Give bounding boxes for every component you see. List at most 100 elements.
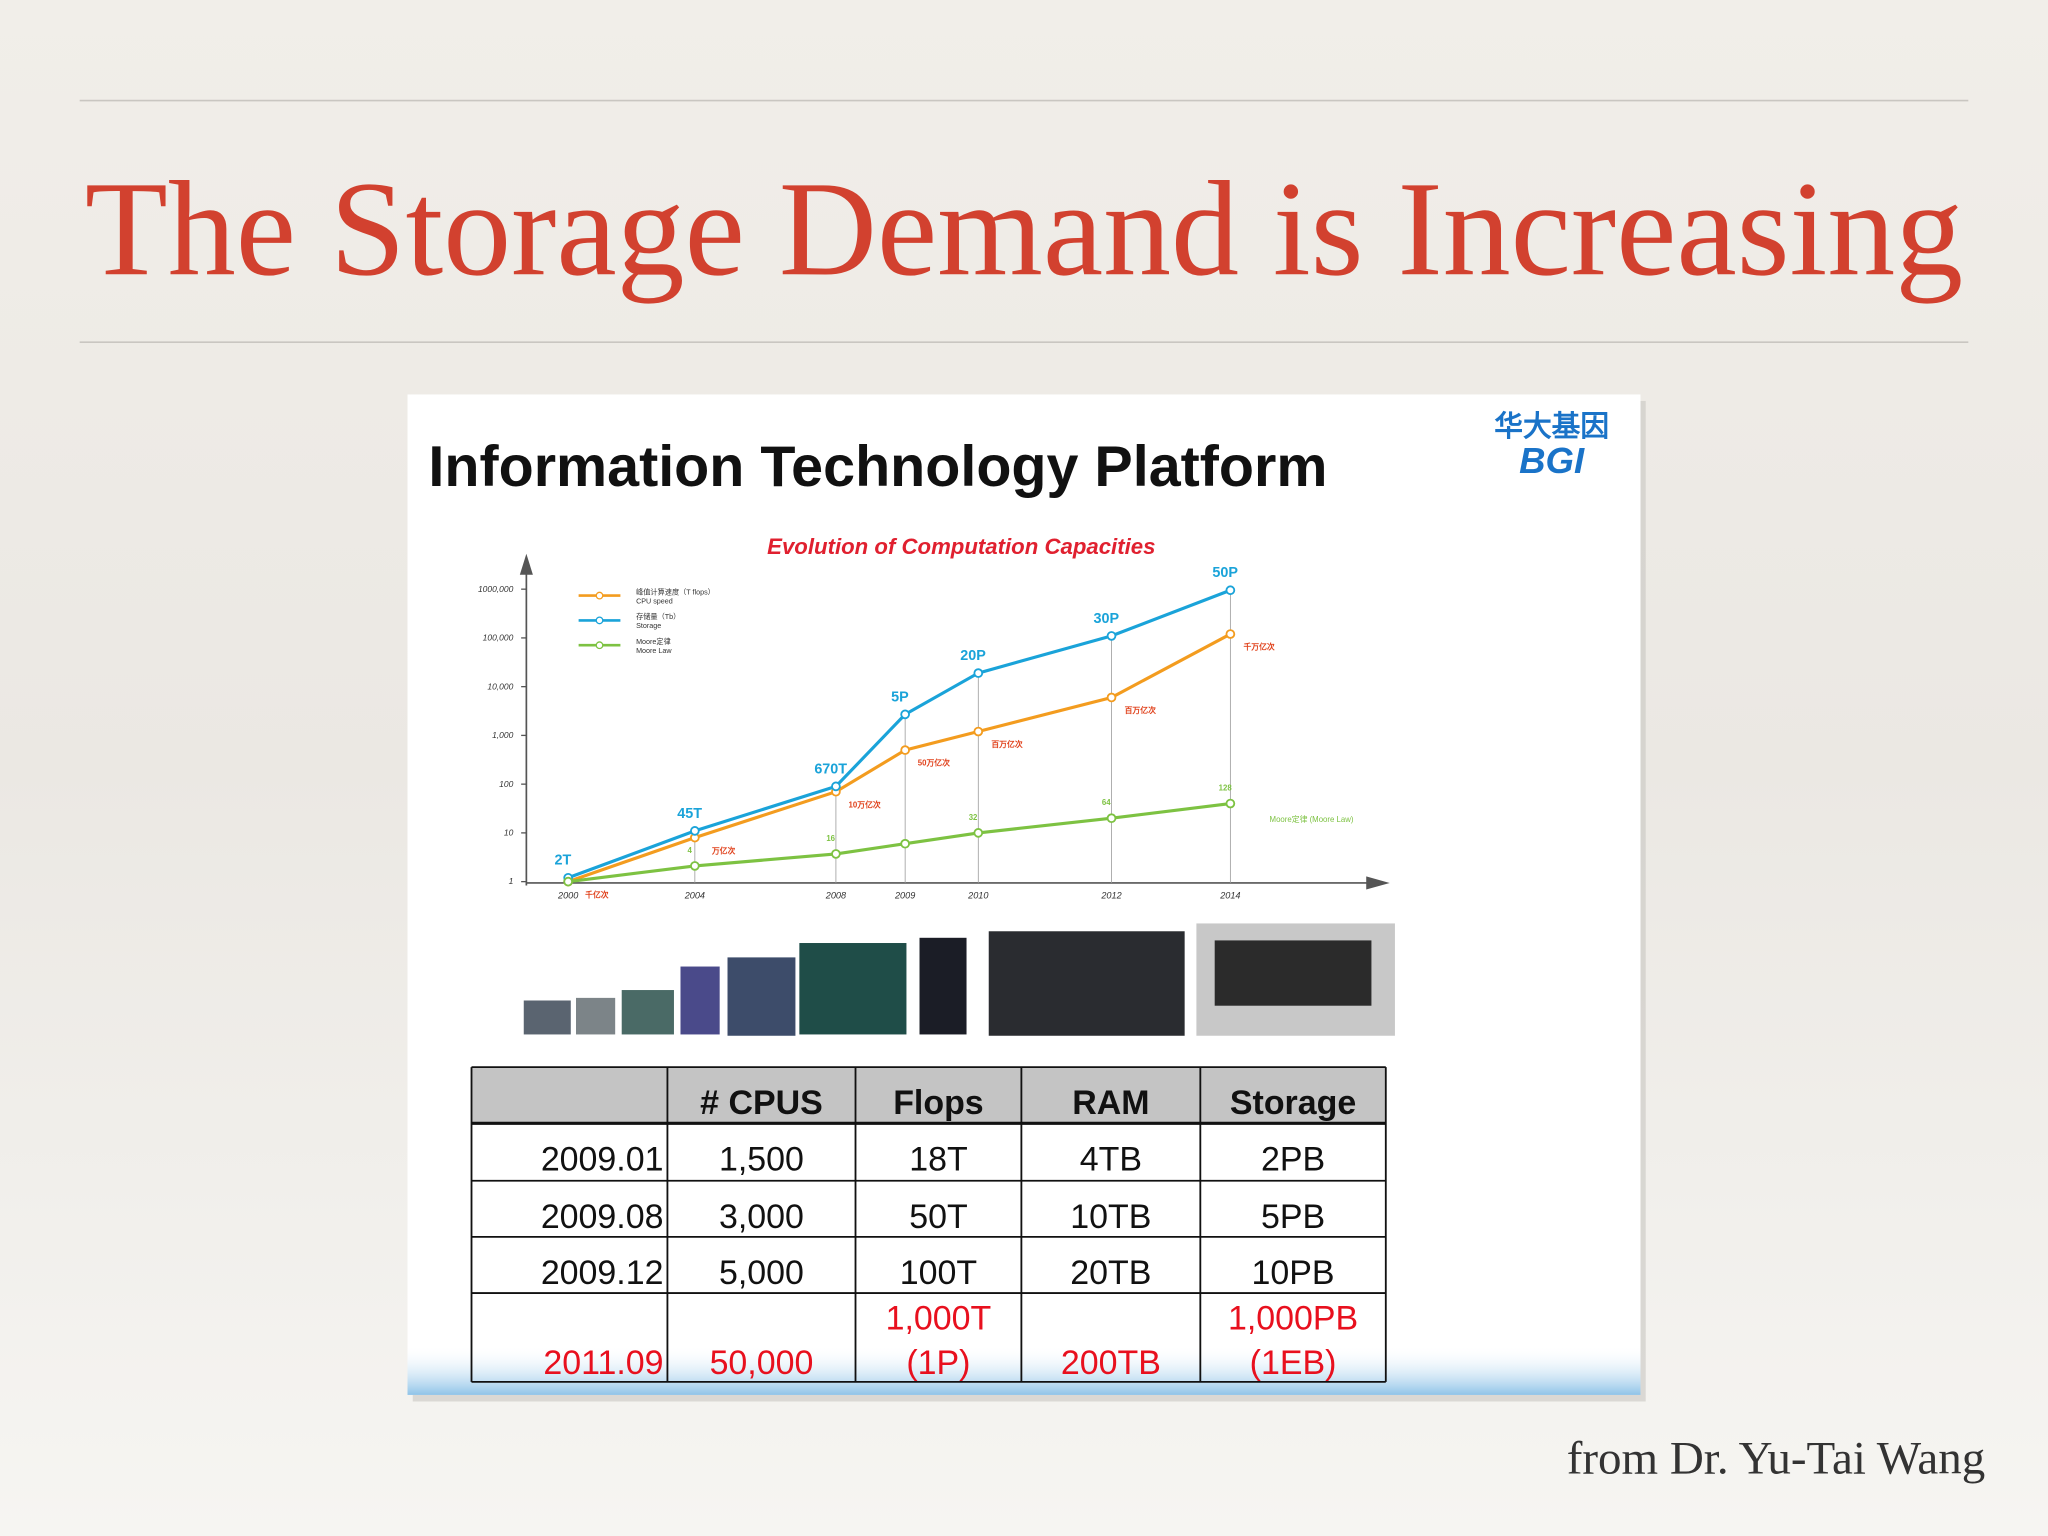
axis-arrow (519, 553, 533, 575)
logo-en: BGI (1519, 440, 1585, 481)
point-label: 16 (826, 834, 835, 843)
point-label: 20P (960, 648, 986, 664)
point-label: 4 (687, 846, 692, 855)
table-cell: 1,000PB (1228, 1300, 1358, 1338)
y-tick-label: 100 (499, 779, 513, 789)
table-cell: 50,000 (710, 1344, 814, 1382)
axis-arrow (1366, 876, 1390, 890)
end-label: Moore定律 (Moore Law) (1270, 814, 1354, 824)
x-tick-label: 2000 (557, 891, 578, 901)
table-cell: 100T (900, 1254, 977, 1292)
legend-label-cn: 峰值计算速度（T flops） (636, 587, 715, 596)
legend-label-cn: Moore定律 (636, 637, 671, 646)
point-label: 30P (1094, 611, 1120, 627)
table-cell: 2PB (1261, 1140, 1325, 1178)
point-label: 千亿次 (585, 889, 609, 899)
table-cell: 1,500 (719, 1140, 804, 1178)
x-tick-label: 2008 (825, 891, 847, 901)
table-header: Storage (1230, 1084, 1356, 1122)
point (690, 861, 700, 871)
point-label: 670T (814, 761, 847, 777)
point (831, 781, 841, 792)
point-label: 128 (1219, 783, 1233, 792)
point (900, 838, 910, 849)
point (1225, 629, 1236, 639)
legend-marker (595, 616, 604, 625)
table-cell: 2009.08 (541, 1198, 664, 1236)
point (1106, 631, 1117, 641)
legend-marker (595, 641, 604, 650)
table-cell: 10TB (1070, 1198, 1151, 1236)
credit: from Dr. Yu-Tai Wang (1567, 1432, 1986, 1484)
point-label: 万亿次 (711, 845, 736, 855)
figure-footer (407, 1345, 1641, 1395)
point-label: 百万亿次 (1125, 705, 1156, 715)
y-tick-label: 10 (504, 828, 514, 838)
point (973, 668, 984, 678)
point-label: 千万亿次 (1243, 642, 1274, 652)
table-cell: 5PB (1261, 1198, 1325, 1236)
hardware-photos (523, 923, 1395, 1036)
table-header-bg (471, 1067, 1386, 1124)
point-label: 2T (555, 853, 572, 869)
legend-label: CPU speed (636, 597, 673, 605)
point-label: 百万亿次 (991, 739, 1022, 749)
point (1225, 798, 1236, 809)
y-tick-label: 10,000 (487, 681, 513, 691)
legend-label-cn: 存储量（Tb） (636, 612, 680, 621)
y-tick-label: 100,000 (483, 633, 514, 643)
legend-label: Moore Law (636, 647, 672, 655)
point-label: 10万亿次 (849, 799, 881, 809)
table-cell: 10PB (1252, 1254, 1335, 1292)
point (690, 826, 700, 836)
point-label: 64 (1102, 798, 1111, 807)
x-tick-label: 2009 (894, 891, 915, 901)
x-tick-label: 2012 (1100, 891, 1121, 901)
table-header: Flops (893, 1084, 984, 1122)
table-cell: 18T (909, 1140, 967, 1178)
table-cell: 4TB (1080, 1140, 1142, 1178)
table-cell: 200TB (1061, 1344, 1161, 1382)
table-cell: 20TB (1070, 1254, 1151, 1292)
point-label: 45T (677, 806, 702, 822)
table-cell: 2009.01 (541, 1140, 664, 1178)
point (900, 709, 910, 720)
table-cell: (1P) (906, 1344, 970, 1382)
table-cell: 3,000 (719, 1198, 804, 1236)
table-cell: 1,000T (886, 1300, 992, 1338)
x-tick-label: 2010 (967, 891, 988, 901)
y-tick-label: 1 (509, 876, 514, 886)
figure (407, 394, 1641, 1395)
table-cell: 2011.09 (543, 1344, 663, 1382)
legend-marker (595, 591, 604, 600)
y-tick-label: 1000,000 (478, 584, 514, 594)
figure-title: Information Technology Platform (428, 435, 1327, 499)
table-cell: (1EB) (1250, 1344, 1337, 1382)
point-label: 5P (891, 689, 909, 705)
point-label: 50万亿次 (918, 758, 950, 768)
chart-title: Evolution of Computation Capacities (767, 534, 1155, 559)
point-label: 50P (1212, 565, 1238, 581)
table-header: RAM (1072, 1084, 1149, 1122)
table-cell: 5,000 (719, 1254, 804, 1292)
logo-cn: 华大基因 (1494, 410, 1609, 443)
legend-label: Storage (636, 622, 661, 630)
table-cell: 50T (909, 1198, 967, 1236)
point (563, 876, 573, 887)
point-label: 32 (969, 813, 978, 822)
point (831, 849, 841, 859)
point (1225, 585, 1236, 596)
point (973, 726, 984, 737)
y-tick-label: 1,000 (492, 730, 513, 740)
point (973, 828, 984, 838)
slide-title: The Storage Demand is Increasing (85, 154, 1963, 304)
point (900, 745, 910, 755)
point (1106, 813, 1117, 824)
table-header: # CPUS (700, 1084, 823, 1122)
x-tick-label: 2004 (684, 891, 705, 901)
point (1106, 692, 1117, 703)
table-cell: 2009.12 (541, 1254, 664, 1292)
x-tick-label: 2014 (1219, 891, 1240, 901)
